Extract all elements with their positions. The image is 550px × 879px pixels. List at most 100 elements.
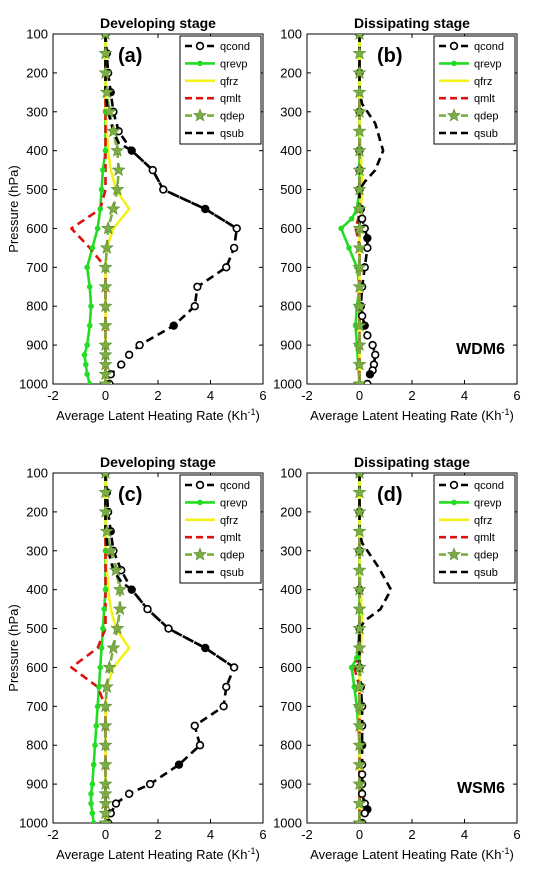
legend-label-qmlt: qmlt — [220, 93, 241, 105]
legend-label-qcond: qcond — [220, 480, 250, 492]
x-tick-label: 0 — [102, 827, 109, 842]
y-tick-label: 200 — [280, 504, 302, 519]
marker-qdep — [98, 298, 113, 313]
y-tick-label: 300 — [280, 104, 302, 119]
y-tick-label: 800 — [26, 299, 48, 314]
marker-qcond — [365, 370, 375, 379]
y-tick-label: 700 — [26, 699, 48, 714]
legend-label-qcond: qcond — [220, 41, 250, 53]
y-tick-label: 700 — [26, 260, 48, 275]
marker-qrevp — [90, 820, 97, 823]
x-tick-label: 2 — [408, 388, 415, 403]
legend-label-qsub: qsub — [474, 567, 498, 579]
marker-qcond — [229, 663, 239, 672]
marker-qdep — [98, 260, 113, 274]
marker-qcond — [159, 185, 168, 194]
legend-label-qmlt: qmlt — [474, 532, 495, 544]
marker-qrevp — [90, 761, 97, 768]
marker-qrevp — [94, 225, 101, 232]
marker-qdep — [99, 240, 114, 254]
marker-qdep — [352, 182, 367, 196]
x-tick-label: -2 — [47, 388, 59, 403]
y-tick-label: 100 — [26, 466, 48, 481]
marker-qcond — [232, 224, 241, 233]
marker-qdep — [352, 485, 367, 499]
x-tick-label: -2 — [301, 388, 313, 403]
legend-label-qdep: qdep — [220, 550, 244, 562]
y-tick-label: 1000 — [19, 377, 48, 392]
x-tick-label: -2 — [301, 827, 313, 842]
marker-qdep — [112, 582, 127, 596]
marker-qdep — [352, 699, 367, 713]
marker-qrevp — [89, 810, 96, 817]
chart-title: Dissipating stage — [354, 454, 470, 470]
y-tick-label: 900 — [280, 338, 302, 353]
y-tick-label: 500 — [26, 182, 48, 197]
marker-qdep — [99, 679, 114, 693]
legend-marker-qdep — [447, 547, 461, 561]
marker-qrevp — [88, 303, 94, 310]
legend-box — [179, 35, 262, 145]
x-tick-label: -2 — [47, 827, 59, 842]
marker-qrevp — [88, 800, 94, 807]
marker-qdep — [112, 601, 127, 616]
marker-qdep — [106, 123, 121, 138]
series-layer — [70, 473, 239, 823]
y-tick-label: 300 — [26, 104, 48, 119]
x-axis-label: Average Latent Heating Rate (Kh-1) — [310, 846, 514, 862]
legend-box — [433, 35, 516, 145]
marker-qrevp — [98, 186, 105, 193]
marker-qdep — [352, 279, 367, 293]
marker-qdep — [352, 776, 367, 791]
marker-qdep — [352, 104, 367, 118]
marker-qdep — [352, 260, 367, 274]
marker-qcond — [143, 604, 152, 614]
marker-qdep — [103, 543, 118, 557]
legend-marker-qcond — [195, 480, 205, 490]
marker-qdep — [352, 621, 367, 635]
legend-marker-qrevp — [197, 60, 203, 67]
marker-qdep — [98, 718, 113, 732]
marker-qdep — [352, 640, 367, 654]
marker-qrevp — [94, 703, 101, 710]
marker-qrevp — [84, 371, 90, 378]
y-tick-label: 400 — [280, 143, 302, 158]
x-tick-label: 0 — [356, 827, 363, 842]
marker-qdep — [352, 221, 367, 235]
marker-qrevp — [92, 742, 98, 749]
marker-qdep — [106, 201, 121, 215]
legend: qcond qrevp qfrz qmlt qdep qsub — [179, 474, 262, 584]
x-tick-label: 6 — [259, 827, 266, 842]
marker-qrevp — [101, 606, 107, 612]
x-axis-label: Average Latent Heating Rate (Kh-1) — [56, 407, 260, 423]
marker-qdep — [106, 640, 121, 654]
marker-qdep — [98, 65, 113, 79]
y-tick-label: 900 — [280, 777, 302, 792]
marker-qdep — [98, 757, 113, 771]
legend-label-qmlt: qmlt — [474, 93, 495, 105]
legend-marker-qcond — [449, 480, 459, 490]
series-line-qsub — [104, 34, 238, 230]
y-tick-label: 100 — [26, 27, 48, 42]
marker-qdep — [110, 621, 125, 635]
marker-qcond — [193, 282, 202, 291]
y-tick-label: 400 — [26, 582, 48, 597]
marker-qcond — [145, 779, 155, 789]
marker-qcond — [190, 302, 199, 311]
marker-qdep — [98, 737, 113, 752]
marker-qrevp — [81, 352, 88, 358]
marker-qrevp — [97, 664, 104, 671]
marker-qrevp — [98, 645, 105, 651]
legend-label-qfrz: qfrz — [220, 515, 238, 527]
marker-qcond — [135, 340, 144, 350]
legend-label-qfrz: qfrz — [220, 76, 238, 88]
marker-qdep — [110, 182, 125, 196]
marker-qdep — [99, 524, 114, 538]
marker-qdep — [352, 357, 367, 371]
marker-qdep — [352, 143, 367, 157]
marker-qrevp — [84, 264, 90, 271]
marker-qcond — [127, 146, 136, 155]
panel-label: (a) — [118, 45, 142, 67]
legend-marker-qdep — [193, 547, 207, 561]
